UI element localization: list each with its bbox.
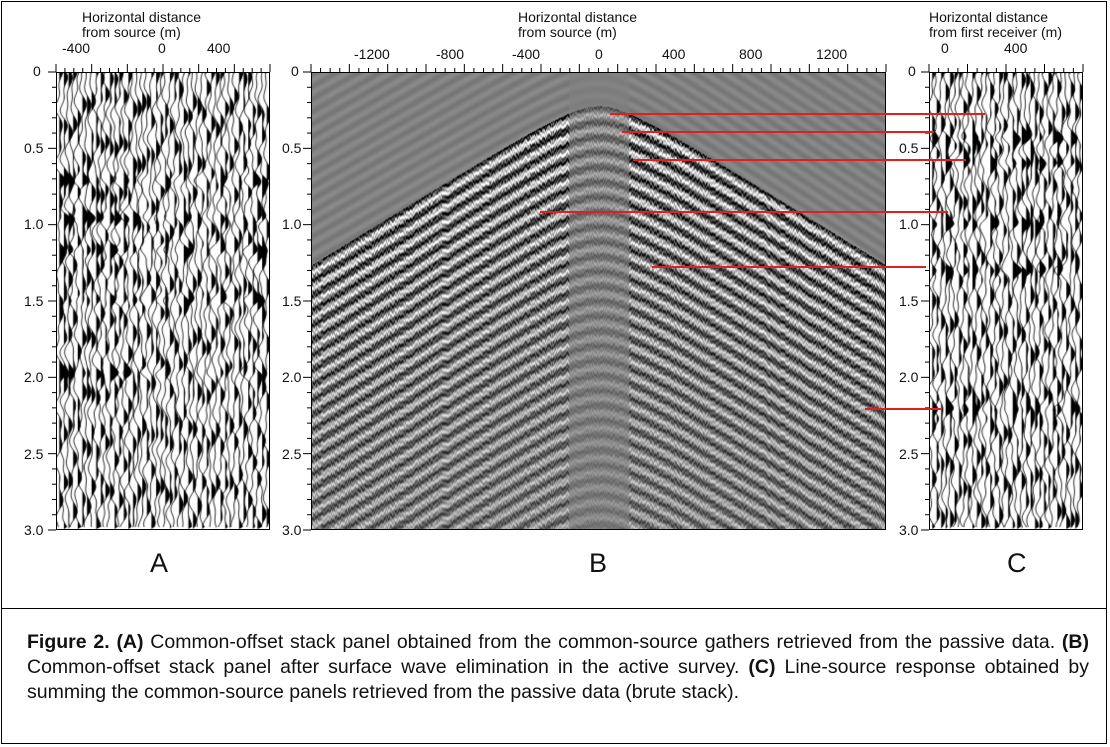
panel-a-ytick: 1.5 (24, 293, 44, 309)
figure-caption: Figure 2. (A) Common-offset stack panel … (27, 630, 1089, 705)
seismic-traces-a (57, 73, 269, 529)
panel-b-title-line2: from source (m) (518, 24, 617, 40)
panel-c-xtick: 400 (1004, 40, 1028, 56)
panel-c-title-line1: Horizontal distance (929, 9, 1049, 25)
panel-b-ytick: 1.0 (282, 216, 302, 232)
caption-c-label: (C) (748, 656, 776, 678)
panel-a-ytick: 0.5 (24, 140, 44, 156)
panel-c-ytick: 1.5 (899, 293, 919, 309)
panel-c-title-line2: from first receiver (m) (929, 24, 1062, 40)
panel-c-ytick: 2.0 (899, 369, 919, 385)
panel-a-ytick: 0 (33, 63, 41, 79)
panel-b-ytick: 3.0 (282, 522, 302, 538)
panel-b-title-line1: Horizontal distance (518, 9, 638, 25)
seismic-section-c (929, 72, 1083, 530)
seismic-section-b (311, 72, 886, 530)
caption-b-text: Common-offset stack panel after surface … (27, 656, 749, 678)
panel-a-ytick: 3.0 (24, 522, 44, 538)
panel-b-xtick: -1200 (354, 46, 390, 62)
panel-b-xtick: 0 (595, 46, 603, 62)
panel-a-ytick: 2.5 (24, 446, 44, 462)
seismic-traces-b (312, 73, 885, 529)
panel-a-ytick: 2.0 (24, 369, 44, 385)
panel-a-xtick: -400 (62, 40, 91, 56)
panel-b-xtick: 800 (739, 46, 763, 62)
panel-c-ytick: 0.5 (899, 140, 919, 156)
seismic-traces-c (930, 73, 1082, 529)
panel-c-ytick: 1.0 (899, 216, 919, 232)
panel-b-xtick: 1200 (816, 46, 848, 62)
panel-b-xtick: 400 (662, 46, 686, 62)
panel-a-ytick: 1.0 (24, 216, 44, 232)
caption-b-label: (B) (1061, 631, 1089, 653)
panel-b-letter: B (589, 548, 608, 578)
panel-b-xtick: -800 (436, 46, 465, 62)
caption-figure-label: Figure 2. (27, 631, 110, 653)
panel-a-title-line1: Horizontal distance (82, 9, 202, 25)
panel-c-xtick: 0 (941, 40, 949, 56)
panel-b-ytick: 2.0 (282, 369, 302, 385)
panel-b-ytick: 2.5 (282, 446, 302, 462)
panel-b-ytick: 0 (291, 63, 299, 79)
panel-c-letter: C (1007, 548, 1027, 578)
panel-b-ytick: 0.5 (282, 140, 302, 156)
panel-c-ytick: 0 (908, 63, 916, 79)
panel-a-xtick: 400 (207, 40, 231, 56)
panel-b-xtick: -400 (512, 46, 541, 62)
caption-divider (1, 608, 1107, 609)
panel-a-title-line2: from source (m) (82, 24, 181, 40)
caption-a-label: (A) (116, 631, 144, 653)
panel-c-ytick: 3.0 (899, 522, 919, 538)
caption-c-text: Line-source response obtained by summing… (27, 656, 1089, 703)
panel-c-ytick: 2.5 (899, 446, 919, 462)
panel-a-letter: A (150, 548, 169, 578)
panel-a-xtick: 0 (158, 40, 166, 56)
seismic-section-a (56, 72, 270, 530)
caption-a-text: Common-offset stack panel obtained from … (143, 631, 1062, 653)
panel-b-ytick: 1.5 (282, 293, 302, 309)
